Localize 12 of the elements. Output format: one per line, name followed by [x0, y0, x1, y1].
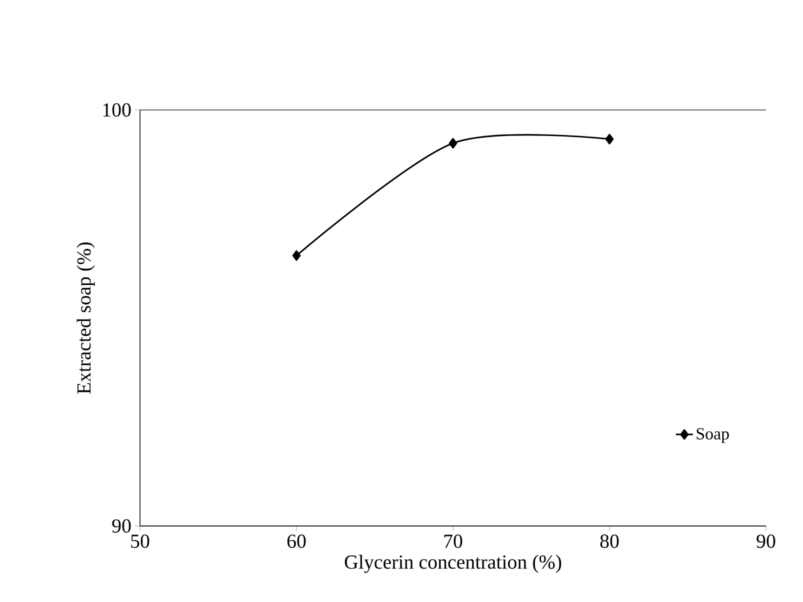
x-tick-label: 80: [600, 534, 619, 548]
x-tick-label: 50: [131, 534, 150, 548]
point: [448, 138, 458, 149]
x-tick-label: 60: [287, 534, 306, 548]
legend-label: Soap: [696, 428, 729, 443]
x-tick-label: 70: [444, 534, 462, 548]
point: [292, 250, 301, 261]
x-tick-label: 90: [756, 534, 776, 548]
point: [605, 134, 614, 144]
y-tick-label: 100: [103, 103, 131, 117]
x-axis-title: Glycerin concentration (%): [344, 554, 562, 573]
y-axis-title: Extracted soap (%): [76, 242, 95, 394]
